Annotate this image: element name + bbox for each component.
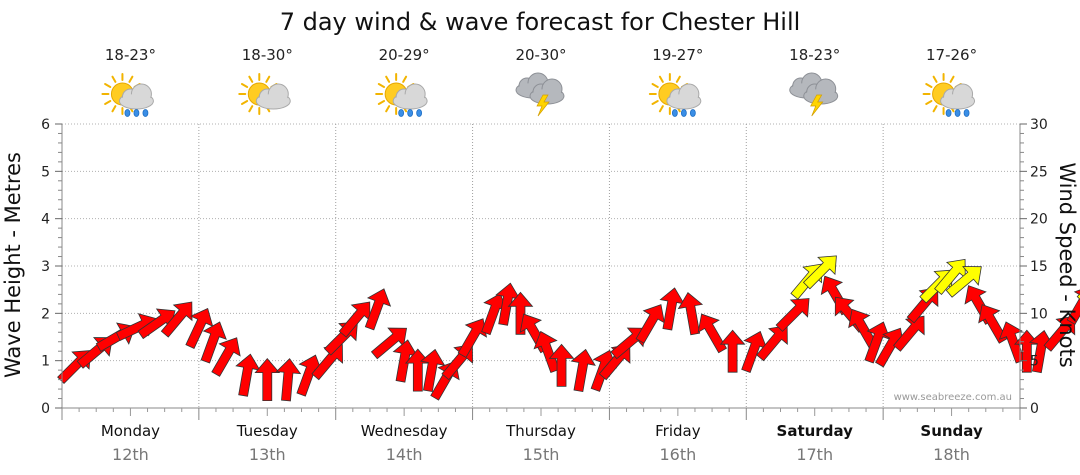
temp-range-sunday: 17-26° (926, 46, 977, 64)
day-label-thursday: Thursday (505, 422, 576, 440)
day-label-friday: Friday (655, 422, 701, 440)
chart-title: 7 day wind & wave forecast for Chester H… (280, 8, 801, 36)
wind-arrow (719, 329, 746, 373)
right-tick-label: 20 (1030, 212, 1048, 228)
wind-arrow (697, 313, 728, 354)
wind-arrow (185, 307, 214, 349)
wind-arrow (200, 321, 227, 364)
wind-arrow (978, 304, 1008, 344)
temp-range-monday: 18-23° (105, 46, 156, 64)
day-label-tuesday: Tuesday (236, 422, 298, 440)
right-tick-label: 5 (1030, 354, 1039, 370)
wind-arrow (893, 315, 925, 352)
wind-arrow (548, 343, 575, 387)
grid (62, 123, 1020, 408)
right-axis-title: Wind Speed - Knots (1055, 162, 1079, 367)
left-tick-label: 3 (41, 259, 50, 275)
wind-arrow (1066, 285, 1080, 325)
left-tick-label: 6 (41, 117, 50, 133)
wind-arrow (610, 327, 647, 360)
right-tick-label: 10 (1030, 306, 1048, 322)
wind-arrow (364, 288, 392, 331)
left-tick-label: 0 (41, 401, 50, 417)
storm-icon (515, 72, 565, 117)
day-label-sunday: Sunday (920, 422, 983, 440)
left-tick-label: 1 (41, 354, 50, 370)
temp-range-tuesday: 18-30° (242, 46, 293, 64)
wind-arrow (235, 353, 261, 397)
wind-arrow (211, 337, 241, 377)
right-tick-label: 15 (1030, 259, 1048, 275)
right-tick-label: 30 (1030, 117, 1048, 133)
right-tick-label: 25 (1030, 164, 1048, 180)
date-label-thursday: 15th (523, 445, 560, 464)
axes: 0 1 2 3 4 5 6 0 5 10 15 20 25 30 Monday 12th Tuesday 13th… (41, 117, 1048, 464)
storm-icon (789, 72, 839, 117)
left-tick-label: 5 (41, 164, 50, 180)
partly-cloudy-icon (238, 73, 291, 115)
left-tick-label: 2 (41, 306, 50, 322)
date-label-friday: 16th (659, 445, 696, 464)
wind-arrow (275, 358, 302, 402)
temp-range-wednesday: 20-29° (379, 46, 430, 64)
wind-arrow (802, 255, 837, 290)
wind-arrow (533, 330, 560, 373)
partly-cloudy-rain-icon (375, 73, 428, 117)
wind-arrow (677, 292, 704, 336)
credit-text: www.seabreeze.com.au (894, 392, 1012, 403)
date-label-wednesday: 14th (386, 445, 423, 464)
temp-range-saturday: 18-23° (789, 46, 840, 64)
partly-cloudy-rain-icon (922, 73, 976, 117)
temp-range-friday: 19-27° (652, 46, 703, 64)
wind-arrow (254, 357, 281, 402)
wind-arrow (775, 298, 810, 332)
date-label-sunday: 18th (933, 445, 970, 464)
wind-arrow (160, 301, 193, 338)
day-label-saturday: Saturday (777, 422, 854, 440)
date-label-saturday: 17th (796, 445, 833, 464)
partly-cloudy-rain-icon (101, 73, 154, 117)
wind-arrow (570, 348, 596, 393)
date-label-monday: 12th (112, 445, 149, 464)
daily-forecast-row: 18-23° 18-30° 20-29° 20-30° 19-27° 18-23° 17-2… (101, 46, 977, 117)
day-label-wednesday: Wednesday (361, 422, 448, 440)
right-tick-label: 0 (1030, 401, 1039, 417)
day-label-monday: Monday (101, 422, 160, 440)
temp-range-thursday: 20-30° (515, 46, 566, 64)
partly-cloudy-rain-icon (648, 73, 702, 117)
wind-arrow (635, 304, 665, 344)
wind-arrow (507, 291, 534, 335)
wind-arrow (945, 266, 982, 298)
left-tick-label: 4 (41, 212, 50, 228)
left-axis-title: Wave Height - Metres (1, 152, 25, 378)
wind-arrow (419, 348, 446, 393)
wind-arrow (457, 318, 488, 358)
date-label-tuesday: 13th (249, 445, 286, 464)
wind-arrow (1043, 315, 1076, 352)
wind-arrows (57, 255, 1080, 402)
wind-arrow (756, 325, 788, 362)
